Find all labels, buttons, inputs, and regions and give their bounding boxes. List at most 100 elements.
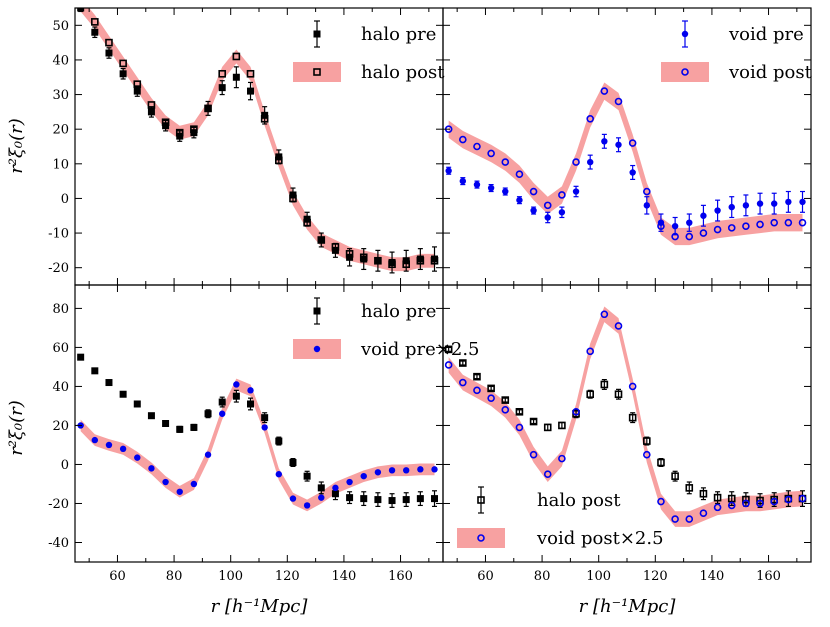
data-point: [119, 390, 127, 398]
x-tick-label: 160: [756, 569, 781, 584]
legend-label: halo post: [537, 490, 621, 511]
y-tick-label: -40: [48, 536, 69, 551]
data-point: [657, 222, 665, 230]
data-point: [162, 478, 169, 486]
plot-area: [76, 8, 439, 274]
data-point: [473, 372, 481, 381]
data-point: [643, 187, 651, 196]
data-point: [247, 400, 255, 408]
panel-frame: [74, 7, 444, 286]
legend-entry: halo pre: [313, 297, 436, 325]
data-point: [501, 406, 510, 414]
data-point: [133, 80, 142, 88]
data-point: [275, 156, 283, 165]
legend-marker: [313, 307, 321, 315]
y-tick-label: 10: [52, 157, 69, 172]
data-point: [431, 255, 439, 263]
data-point: [162, 420, 170, 427]
legend-label: void pre×2.5: [360, 339, 480, 360]
data-point: [459, 359, 467, 367]
legend-band-swatch: [457, 528, 505, 548]
data-point: [742, 495, 750, 504]
data-point: [360, 495, 368, 503]
data-point: [586, 390, 595, 399]
legend-entry: void post×2.5: [457, 528, 664, 549]
data-point: [628, 139, 637, 147]
data-point: [544, 214, 551, 221]
y-tick-label: 30: [52, 88, 69, 103]
data-point: [700, 212, 707, 219]
data-point: [261, 414, 269, 422]
data-point: [260, 115, 269, 123]
x-tick-label: 120: [643, 569, 668, 584]
data-point: [502, 188, 509, 195]
legend-label: void post: [728, 62, 813, 83]
data-point: [501, 158, 510, 166]
data-point: [331, 490, 339, 498]
legend-label: halo post: [361, 62, 445, 83]
data-point: [289, 495, 297, 502]
data-point: [332, 484, 339, 492]
data-point: [416, 256, 425, 265]
plot-area: [444, 82, 807, 246]
data-point: [119, 70, 127, 78]
data-point: [529, 187, 538, 196]
data-point: [628, 413, 637, 422]
x-tick-label: 120: [275, 569, 300, 584]
data-point: [233, 381, 240, 388]
panel-top-right: void pre void post: [442, 7, 813, 286]
y-tick-label: 0: [61, 458, 69, 473]
data-point: [430, 256, 439, 265]
data-point: [190, 423, 198, 431]
y-tick-label: 40: [52, 380, 69, 395]
legend-band-swatch: [661, 62, 709, 82]
data-point: [417, 466, 424, 473]
data-point: [516, 196, 523, 204]
x-axis-label-right: r [h⁻¹Mpc]: [579, 596, 677, 617]
data-point: [770, 218, 779, 227]
data-point: [289, 194, 297, 203]
data-point: [346, 494, 354, 502]
data-point: [105, 49, 113, 57]
data-point: [388, 258, 396, 266]
x-tick-label: 100: [218, 569, 243, 584]
data-point: [586, 347, 595, 356]
legend-entry: halo post: [477, 486, 621, 514]
x-axis-label-left: r [h⁻¹Mpc]: [211, 596, 309, 617]
data-point: [614, 322, 623, 330]
data-point: [615, 141, 622, 148]
data-point: [247, 87, 255, 95]
data-point: [515, 423, 524, 432]
data-point: [643, 202, 651, 209]
data-point: [770, 497, 779, 506]
data-point: [685, 232, 694, 241]
data-point: [219, 410, 226, 417]
legend-marker: [313, 345, 321, 353]
panel-top-left: -20 -10 0 10 20 30 40 50 halo pre halo post: [48, 7, 445, 286]
data-point: [303, 218, 311, 227]
data-point: [359, 253, 368, 262]
data-point: [657, 458, 665, 467]
legend-entry: void post: [661, 62, 813, 83]
data-point: [161, 118, 170, 127]
data-point: [727, 501, 736, 510]
data-point: [77, 8, 85, 12]
data-point: [685, 515, 694, 523]
data-point: [799, 198, 806, 206]
data-point: [190, 125, 198, 133]
data-point: [303, 472, 311, 480]
data-point: [232, 73, 240, 81]
data-point: [204, 104, 212, 112]
plot-area: [444, 306, 807, 527]
x-tick-label: 60: [109, 569, 126, 584]
data-point: [431, 466, 438, 473]
data-point: [671, 472, 679, 480]
data-point: [600, 380, 609, 389]
data-point: [586, 115, 595, 123]
y-tick-label: 50: [52, 19, 69, 34]
data-point: [204, 410, 212, 418]
data-point: [473, 181, 481, 188]
series-band-1: [448, 82, 803, 246]
data-point: [176, 488, 183, 495]
data-point: [91, 18, 99, 26]
